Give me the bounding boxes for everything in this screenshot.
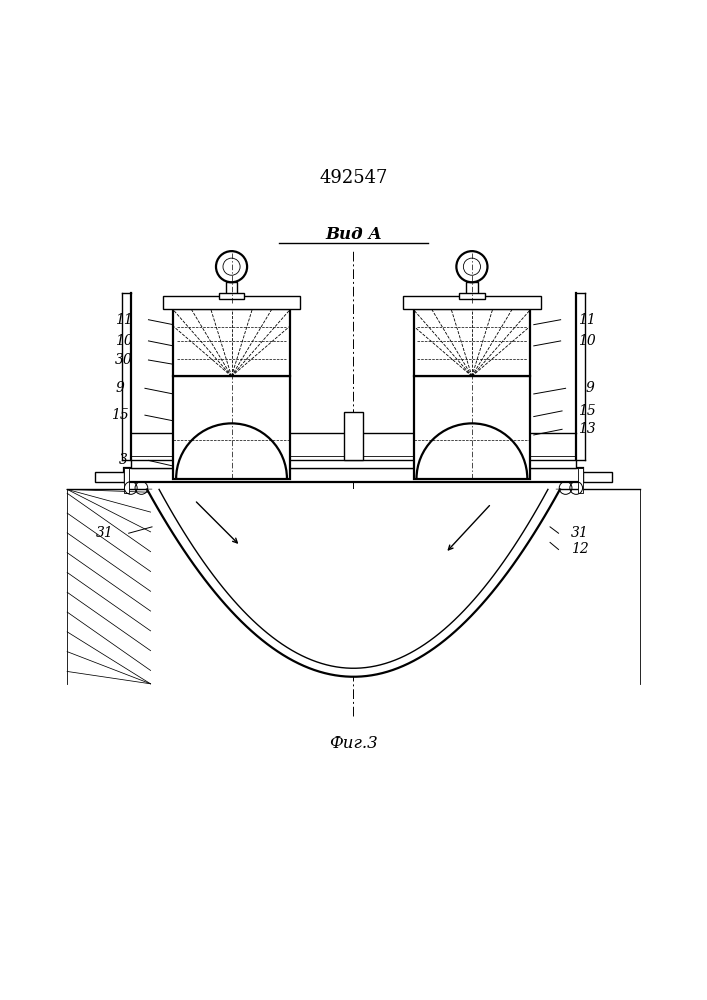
Bar xyxy=(226,282,237,296)
Bar xyxy=(173,309,290,376)
Bar xyxy=(131,460,576,468)
Polygon shape xyxy=(144,489,563,677)
Bar xyxy=(173,376,290,479)
Text: 9: 9 xyxy=(586,381,595,395)
Text: 3: 3 xyxy=(119,453,128,467)
Text: 10: 10 xyxy=(115,334,133,348)
Bar xyxy=(466,282,477,296)
Bar xyxy=(124,468,583,482)
Bar xyxy=(403,296,541,309)
Bar xyxy=(578,468,583,493)
Text: 10: 10 xyxy=(578,334,596,348)
Bar xyxy=(163,296,300,309)
Text: 31: 31 xyxy=(95,526,114,540)
Bar xyxy=(414,376,530,479)
Text: 15: 15 xyxy=(578,404,596,418)
Text: 11: 11 xyxy=(115,313,133,327)
Polygon shape xyxy=(67,489,640,684)
Bar xyxy=(95,472,124,482)
Text: 9: 9 xyxy=(116,381,124,395)
Text: Вид А: Вид А xyxy=(325,226,382,243)
Text: 12: 12 xyxy=(571,542,589,556)
Text: 15: 15 xyxy=(111,408,129,422)
Text: 13: 13 xyxy=(578,422,596,436)
Bar xyxy=(124,468,129,493)
Bar xyxy=(459,293,484,299)
Bar xyxy=(218,293,244,299)
Bar xyxy=(344,412,363,460)
Text: 11: 11 xyxy=(578,313,596,327)
Text: 492547: 492547 xyxy=(320,169,387,187)
Text: 31: 31 xyxy=(571,526,589,540)
Bar xyxy=(583,472,612,482)
Bar xyxy=(414,309,530,376)
Text: Фиг.3: Фиг.3 xyxy=(329,735,378,752)
Text: 30: 30 xyxy=(115,353,133,367)
